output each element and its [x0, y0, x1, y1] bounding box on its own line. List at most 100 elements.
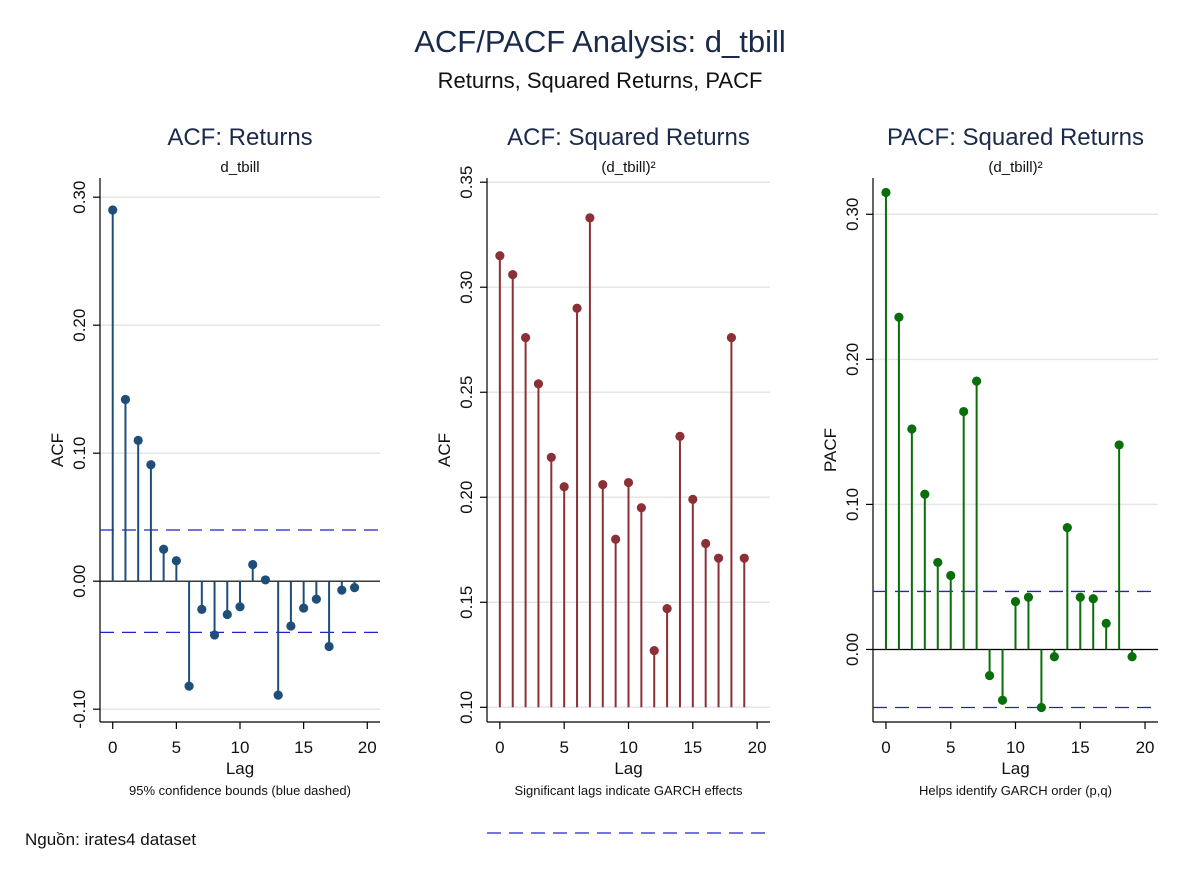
stem-marker	[286, 621, 296, 631]
stem-marker	[222, 609, 232, 620]
panel-title: ACF: Squared Returns	[507, 124, 750, 151]
figure-title: ACF/PACF Analysis: d_tbill	[414, 24, 786, 59]
source-note: Nguồn: irates4 dataset	[25, 830, 196, 849]
stem-marker	[959, 406, 969, 417]
stem-marker	[248, 559, 258, 570]
stem-marker	[159, 544, 169, 554]
panel-note: Significant lags indicate GARCH effects	[514, 783, 743, 798]
stem-marker	[559, 482, 569, 492]
stem-marker	[739, 553, 749, 563]
x-tick-label: 0	[881, 738, 890, 757]
stem-marker	[933, 557, 943, 568]
stem-marker	[572, 303, 582, 313]
panel-subtitle: d_tbill	[220, 159, 259, 176]
x-tick-label: 10	[619, 738, 638, 757]
stem-marker	[133, 435, 143, 445]
x-axis-label: Lag	[226, 759, 254, 778]
chart-panel-1: ACF: Returns d_tbill -0.10 0.00 0.10 0.20 0.30…	[48, 124, 380, 798]
stem-marker	[662, 603, 672, 614]
stem-marker	[260, 575, 271, 585]
y-tick-label: 0.10	[457, 691, 476, 724]
y-tick-label: 0.20	[70, 309, 89, 342]
stem-marker	[1075, 592, 1085, 602]
y-tick-label: 0.10	[843, 488, 862, 521]
panel-note: Helps identify GARCH order (p,q)	[919, 783, 1112, 798]
y-tick-label: 0.25	[457, 376, 476, 409]
stem-marker	[611, 534, 621, 544]
y-tick-label: -0.10	[70, 690, 89, 729]
y-axis-label: ACF	[48, 433, 67, 467]
x-axis-label: Lag	[614, 759, 642, 778]
stem-marker	[299, 603, 309, 613]
x-tick-label: 20	[748, 738, 767, 757]
stem-marker	[533, 379, 544, 389]
stem-marker	[726, 333, 737, 343]
stem-marker	[688, 494, 698, 504]
chart-panel-3: PACF: Squared Returns (d_tbill)² 0.00 0.10 0…	[821, 124, 1158, 798]
stem-marker	[984, 670, 995, 681]
stem-marker	[701, 538, 711, 549]
stem-marker	[1036, 702, 1047, 713]
stem-marker	[1114, 440, 1124, 450]
stem-marker	[349, 583, 360, 593]
stem-marker	[337, 585, 347, 595]
stem-marker	[907, 424, 917, 434]
y-tick-label: 0.30	[843, 198, 862, 231]
panel-subtitle: (d_tbill)²	[988, 159, 1042, 176]
y-tick-label: 0.15	[457, 586, 476, 619]
stem-marker	[1101, 618, 1111, 628]
stem-marker	[171, 556, 181, 566]
stem-marker	[894, 312, 904, 322]
x-tick-label: 0	[495, 738, 504, 757]
y-tick-label: 0.20	[457, 481, 476, 514]
stem-marker	[636, 503, 646, 513]
x-tick-label: 10	[1006, 738, 1025, 757]
stem-marker	[713, 553, 724, 563]
x-axis-label: Lag	[1001, 759, 1029, 778]
stem-marker	[120, 394, 131, 405]
stem-marker	[235, 602, 245, 612]
stem-marker	[1127, 652, 1137, 662]
stem-marker	[946, 570, 956, 581]
y-tick-label: 0.10	[70, 437, 89, 470]
x-tick-label: 15	[683, 738, 702, 757]
y-tick-label: 0.30	[457, 271, 476, 304]
y-tick-label: 0.00	[70, 565, 89, 598]
stem-marker	[197, 604, 207, 614]
y-tick-label: 0.30	[70, 181, 89, 214]
stem-marker	[881, 187, 891, 198]
chart-panel-2: ACF: Squared Returns (d_tbill)² 0.10 0.15 0.…	[435, 124, 770, 834]
stem-marker	[997, 695, 1008, 705]
x-tick-label: 15	[1071, 738, 1090, 757]
stem-marker	[495, 251, 505, 261]
x-tick-label: 20	[1136, 738, 1155, 757]
stem-marker	[972, 376, 982, 386]
stem-marker	[585, 213, 595, 223]
x-tick-label: 10	[231, 738, 250, 757]
y-axis-label: PACF	[821, 428, 840, 472]
y-tick-label: 0.20	[843, 343, 862, 376]
stem-marker	[209, 630, 220, 640]
x-tick-label: 20	[358, 738, 377, 757]
panel-note: 95% confidence bounds (blue dashed)	[129, 783, 351, 798]
stem-marker	[649, 645, 659, 656]
stem-marker	[598, 480, 608, 490]
stem-marker	[108, 205, 118, 215]
stem-marker	[1049, 652, 1059, 662]
panel-title: PACF: Squared Returns	[887, 124, 1144, 151]
y-axis-label: ACF	[435, 433, 454, 467]
stem-marker	[146, 460, 156, 470]
stem-marker	[324, 641, 334, 652]
stem-marker	[1010, 596, 1021, 607]
panels: ACF: Returns d_tbill -0.10 0.00 0.10 0.20 0.30…	[48, 124, 1158, 834]
x-tick-label: 5	[946, 738, 955, 757]
stem-marker	[184, 681, 194, 691]
stem-marker	[1062, 523, 1072, 533]
stem-marker	[675, 431, 685, 441]
stem-marker	[1023, 592, 1034, 602]
panel-title: ACF: Returns	[167, 124, 312, 151]
x-tick-label: 5	[559, 738, 568, 757]
